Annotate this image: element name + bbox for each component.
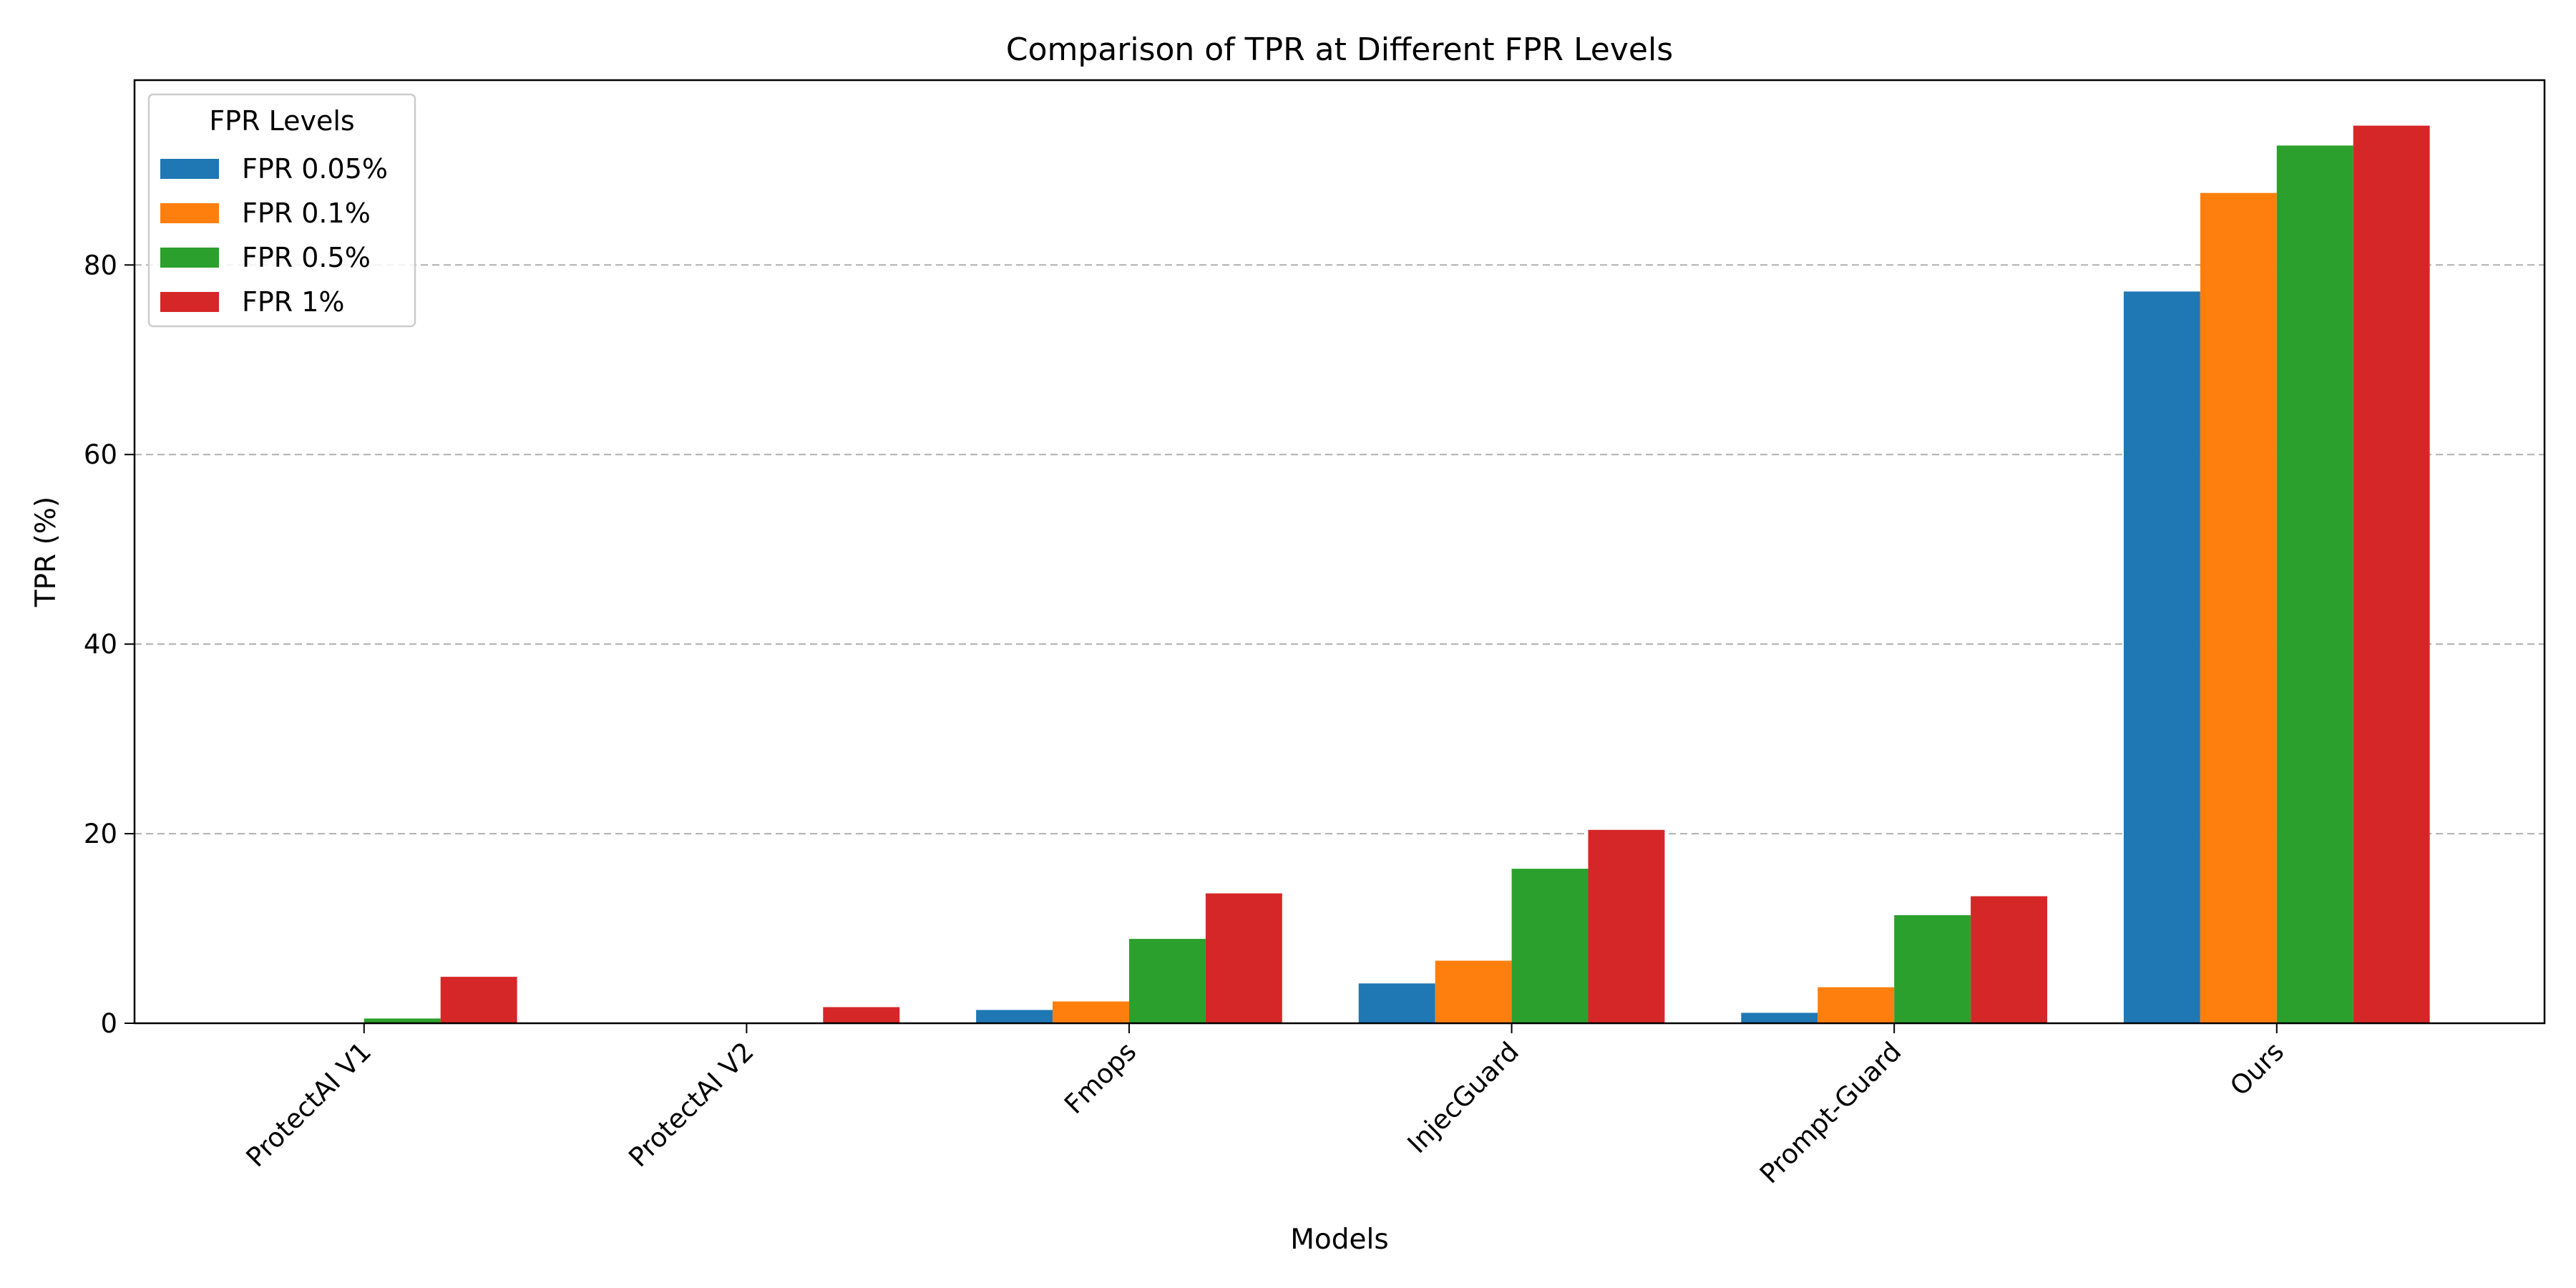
legend-swatch-0 bbox=[160, 159, 219, 179]
legend-swatch-2 bbox=[160, 248, 219, 268]
bar-3-3 bbox=[1588, 829, 1665, 1023]
bar-4-2 bbox=[1894, 914, 1971, 1023]
bar-2-2 bbox=[1128, 939, 1206, 1023]
bars bbox=[364, 125, 2430, 1024]
y-axis-label: TPR (%) bbox=[30, 497, 62, 608]
legend-label-3: FPR 1% bbox=[242, 286, 345, 318]
bar-3-2 bbox=[1511, 869, 1589, 1023]
bar-3-0 bbox=[1358, 983, 1435, 1023]
chart-title: Comparison of TPR at Different FPR Level… bbox=[1006, 31, 1673, 68]
y-tick-label: 20 bbox=[84, 819, 117, 849]
legend: FPR Levels FPR 0.05% FPR 0.1% FPR 0.5% FPR 1… bbox=[147, 93, 416, 328]
bar-2-0 bbox=[976, 1010, 1053, 1023]
bar-5-2 bbox=[2276, 145, 2353, 1023]
bar-0-3 bbox=[440, 977, 517, 1023]
bar-4-3 bbox=[1971, 896, 2048, 1023]
y-tick-label: 40 bbox=[84, 629, 117, 660]
plot-frame bbox=[133, 79, 2546, 1025]
bar-0-2 bbox=[364, 1018, 441, 1023]
legend-title: FPR Levels bbox=[209, 105, 354, 137]
bar-1-3 bbox=[823, 1007, 900, 1023]
y-tick-label: 80 bbox=[84, 250, 117, 280]
y-tick-label: 60 bbox=[84, 439, 117, 470]
x-axis-label: Models bbox=[1290, 1224, 1388, 1256]
y-axis-ticks: 0 20 40 60 80 bbox=[84, 250, 135, 1039]
bar-5-3 bbox=[2353, 125, 2430, 1023]
bar-3-1 bbox=[1435, 960, 1512, 1023]
bar-4-0 bbox=[1741, 1013, 1818, 1023]
legend-label-0: FPR 0.05% bbox=[242, 153, 388, 185]
bar-2-1 bbox=[1053, 1001, 1129, 1023]
bar-4-1 bbox=[1818, 987, 1895, 1023]
legend-label-1: FPR 0.1% bbox=[242, 197, 371, 229]
bar-5-1 bbox=[2200, 192, 2277, 1024]
legend-swatch-1 bbox=[160, 203, 219, 223]
legend-swatch-3 bbox=[160, 292, 219, 312]
legend-label-2: FPR 0.5% bbox=[242, 242, 371, 273]
y-tick-label: 0 bbox=[100, 1008, 117, 1039]
legend-box bbox=[147, 93, 416, 328]
bar-5-0 bbox=[2123, 291, 2200, 1023]
bar-2-3 bbox=[1205, 893, 1282, 1023]
